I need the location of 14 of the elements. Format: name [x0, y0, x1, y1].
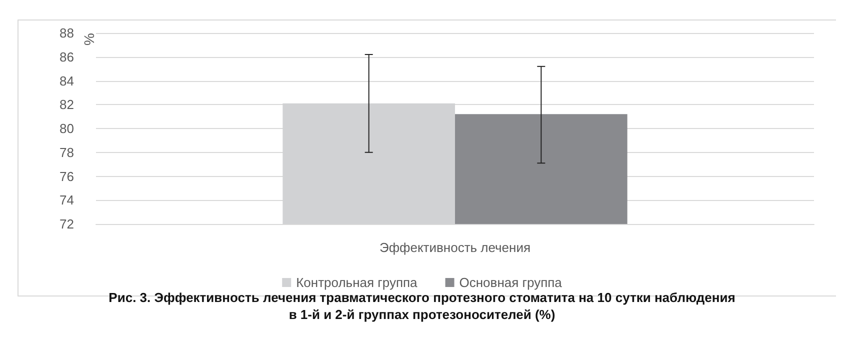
y-axis-title: % [81, 33, 97, 46]
y-tick-label: 80 [60, 121, 74, 136]
y-tick-label: 74 [60, 192, 74, 208]
y-tick-label: 88 [60, 26, 74, 40]
text: Рис. 3. Эффективность лечения травматического протезного стоматита на 10 сутки наблюдения в 1-й и 2-й группах протезоносителей (%) [108, 290, 736, 322]
y-tick-label: 76 [60, 168, 74, 184]
y-tick-label: 72 [60, 216, 74, 232]
legend-label: Основная группа [459, 275, 563, 290]
legend-label: Контрольная группа [296, 275, 418, 290]
y-tick-label: 86 [60, 49, 74, 64]
x-tick-label: Эффективность лечения [379, 240, 531, 255]
y-tick-label: 78 [60, 144, 74, 160]
y-tick-label: 84 [60, 73, 74, 88]
y-tick-label: 82 [60, 97, 74, 112]
